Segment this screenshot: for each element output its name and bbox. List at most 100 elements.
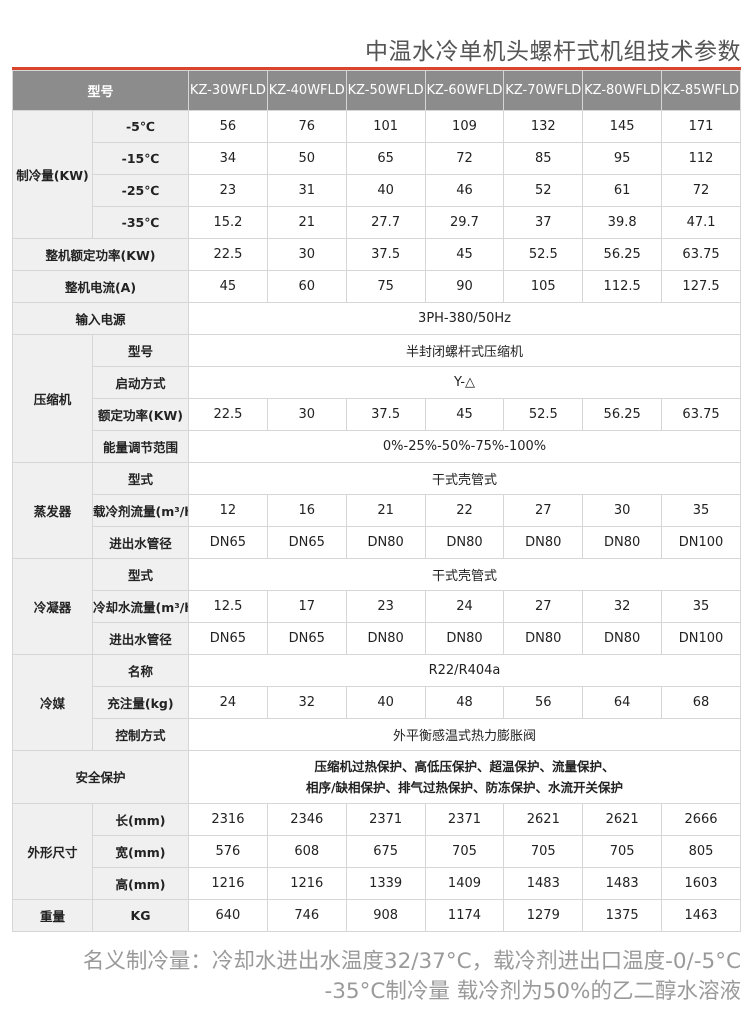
group-label: 制冷量(KW) bbox=[12, 110, 93, 239]
table-row: 整机额定功率(KW) 22.5 30 37.5 45 52.5 56.25 63.75 bbox=[11, 238, 741, 271]
value-cell: 15.2 bbox=[188, 206, 268, 239]
table-row: 制冷量(KW) -5℃ 56 76 101 109 132 145 171 bbox=[12, 110, 741, 239]
row-label: 整机额定功率(KW) bbox=[11, 238, 190, 271]
table-row: -25℃ 23 31 40 46 52 61 72 bbox=[13, 174, 741, 207]
value-cell: 1279 bbox=[503, 899, 584, 932]
value-cell: 2346 bbox=[266, 803, 347, 836]
value-cell: 2621 bbox=[503, 803, 584, 836]
value-cell: 37.5 bbox=[345, 398, 426, 431]
page-title: 中温水冷单机头螺杆式机组技术参数 bbox=[365, 39, 741, 65]
value-cell: 21 bbox=[345, 494, 426, 527]
value-cell: 60 bbox=[266, 270, 347, 303]
value-cell: DN65 bbox=[266, 526, 347, 559]
value-cell: 23 bbox=[345, 590, 426, 623]
value-cell: 56 bbox=[188, 110, 268, 143]
group-label: 冷凝器 bbox=[12, 558, 93, 655]
value-cell: 47.1 bbox=[661, 206, 741, 239]
value-cell: 805 bbox=[661, 835, 741, 868]
table-row: 冷凝器 型式 干式壳管式 bbox=[12, 558, 741, 655]
value-cell: 72 bbox=[424, 142, 505, 175]
value-cell: 35 bbox=[661, 494, 741, 527]
value-cell: DN80 bbox=[582, 622, 663, 655]
row-label: -5℃ bbox=[91, 110, 190, 143]
row-label: 载冷剂流量(m³/h) bbox=[91, 494, 190, 527]
accent-divider bbox=[12, 67, 741, 70]
row-label: 型式 bbox=[91, 558, 190, 591]
table-row: 重量 KG 640 746 908 1174 1279 1375 1463 bbox=[12, 899, 741, 932]
value-cell: 746 bbox=[266, 899, 347, 932]
value-cell: 52.5 bbox=[503, 398, 584, 431]
table-row: 安全保护 压缩机过热保护、高低压保护、超温保护、流量保护、 相序/缺相保护、排气过热… bbox=[11, 750, 741, 804]
row-label: 输入电源 bbox=[11, 302, 190, 335]
row-label: 长(mm) bbox=[91, 803, 190, 836]
value-cell: 640 bbox=[188, 899, 268, 932]
value-cell: 1339 bbox=[345, 867, 426, 900]
header-model-label: 型号 bbox=[11, 70, 190, 111]
row-label: 高(mm) bbox=[91, 867, 190, 900]
merged-value: 干式壳管式 bbox=[188, 558, 741, 591]
value-cell: DN80 bbox=[424, 526, 505, 559]
value-cell: 56.25 bbox=[582, 398, 663, 431]
value-cell: 64 bbox=[582, 686, 663, 719]
table-row: 输入电源 3PH-380/50Hz bbox=[11, 302, 741, 335]
value-cell: DN80 bbox=[503, 526, 584, 559]
value-cell: 22 bbox=[424, 494, 505, 527]
value-cell: 2371 bbox=[345, 803, 426, 836]
value-cell: DN80 bbox=[345, 622, 426, 655]
value-cell: 76 bbox=[266, 110, 347, 143]
value-cell: 2621 bbox=[582, 803, 663, 836]
table-row: -15℃ 34 50 65 72 85 95 112 bbox=[13, 142, 741, 175]
group-label: 重量 bbox=[12, 899, 93, 932]
value-cell: 85 bbox=[503, 142, 584, 175]
header-model: KZ-30WFLD bbox=[188, 70, 268, 111]
row-label: KG bbox=[91, 899, 190, 932]
value-cell: 17 bbox=[266, 590, 347, 623]
value-cell: 46 bbox=[424, 174, 505, 207]
value-cell: 61 bbox=[582, 174, 663, 207]
table-row: 高(mm) 1216 1216 1339 1409 1483 1483 1603 bbox=[13, 867, 741, 900]
table-row: 载冷剂流量(m³/h) 12 16 21 22 27 30 35 bbox=[13, 494, 741, 527]
value-cell: 2371 bbox=[424, 803, 505, 836]
value-cell: 40 bbox=[345, 686, 426, 719]
table-row: 充注量(kg) 24 32 40 48 56 64 68 bbox=[13, 686, 741, 719]
value-cell: DN80 bbox=[345, 526, 426, 559]
row-label: 控制方式 bbox=[91, 718, 190, 751]
row-label: 整机电流(A) bbox=[11, 270, 190, 303]
value-cell: 30 bbox=[266, 238, 347, 271]
value-cell: 52.5 bbox=[503, 238, 584, 271]
value-cell: 705 bbox=[503, 835, 584, 868]
header-model: KZ-70WFLD bbox=[503, 70, 584, 111]
value-cell: 1409 bbox=[424, 867, 505, 900]
value-cell: 75 bbox=[345, 270, 426, 303]
value-cell: DN80 bbox=[503, 622, 584, 655]
table-row: 宽(mm) 576 608 675 705 705 705 805 bbox=[13, 835, 741, 868]
value-cell: DN65 bbox=[188, 526, 268, 559]
header-model: KZ-40WFLD bbox=[266, 70, 347, 111]
table-row: 控制方式 外平衡感温式热力膨胀阀 bbox=[13, 718, 741, 751]
value-cell: 30 bbox=[266, 398, 347, 431]
row-label: 启动方式 bbox=[91, 366, 190, 399]
value-cell: 16 bbox=[266, 494, 347, 527]
merged-value: 3PH-380/50Hz bbox=[188, 302, 741, 335]
value-cell: 21 bbox=[266, 206, 347, 239]
row-label: 能量调节范围 bbox=[91, 430, 190, 463]
value-cell: 24 bbox=[424, 590, 505, 623]
header-model: KZ-50WFLD bbox=[345, 70, 426, 111]
value-cell: 145 bbox=[582, 110, 663, 143]
value-cell: 23 bbox=[188, 174, 268, 207]
value-cell: 40 bbox=[345, 174, 426, 207]
merged-value: Y-△ bbox=[188, 366, 741, 399]
value-cell: 56.25 bbox=[582, 238, 663, 271]
value-cell: 48 bbox=[424, 686, 505, 719]
value-cell: 29.7 bbox=[424, 206, 505, 239]
value-cell: 45 bbox=[188, 270, 268, 303]
merged-value: 干式壳管式 bbox=[188, 462, 741, 495]
value-cell: 1375 bbox=[582, 899, 663, 932]
header-row: 型号 KZ-30WFLD KZ-40WFLD KZ-50WFLD KZ-60WFLD K… bbox=[11, 70, 741, 111]
value-cell: 127.5 bbox=[661, 270, 741, 303]
row-label: 名称 bbox=[91, 654, 190, 687]
value-cell: 12.5 bbox=[188, 590, 268, 623]
value-cell: 50 bbox=[266, 142, 347, 175]
row-label: 型式 bbox=[91, 462, 190, 495]
table-row: 进出水管径 DN65 DN65 DN80 DN80 DN80 DN80 DN100 bbox=[13, 526, 741, 559]
